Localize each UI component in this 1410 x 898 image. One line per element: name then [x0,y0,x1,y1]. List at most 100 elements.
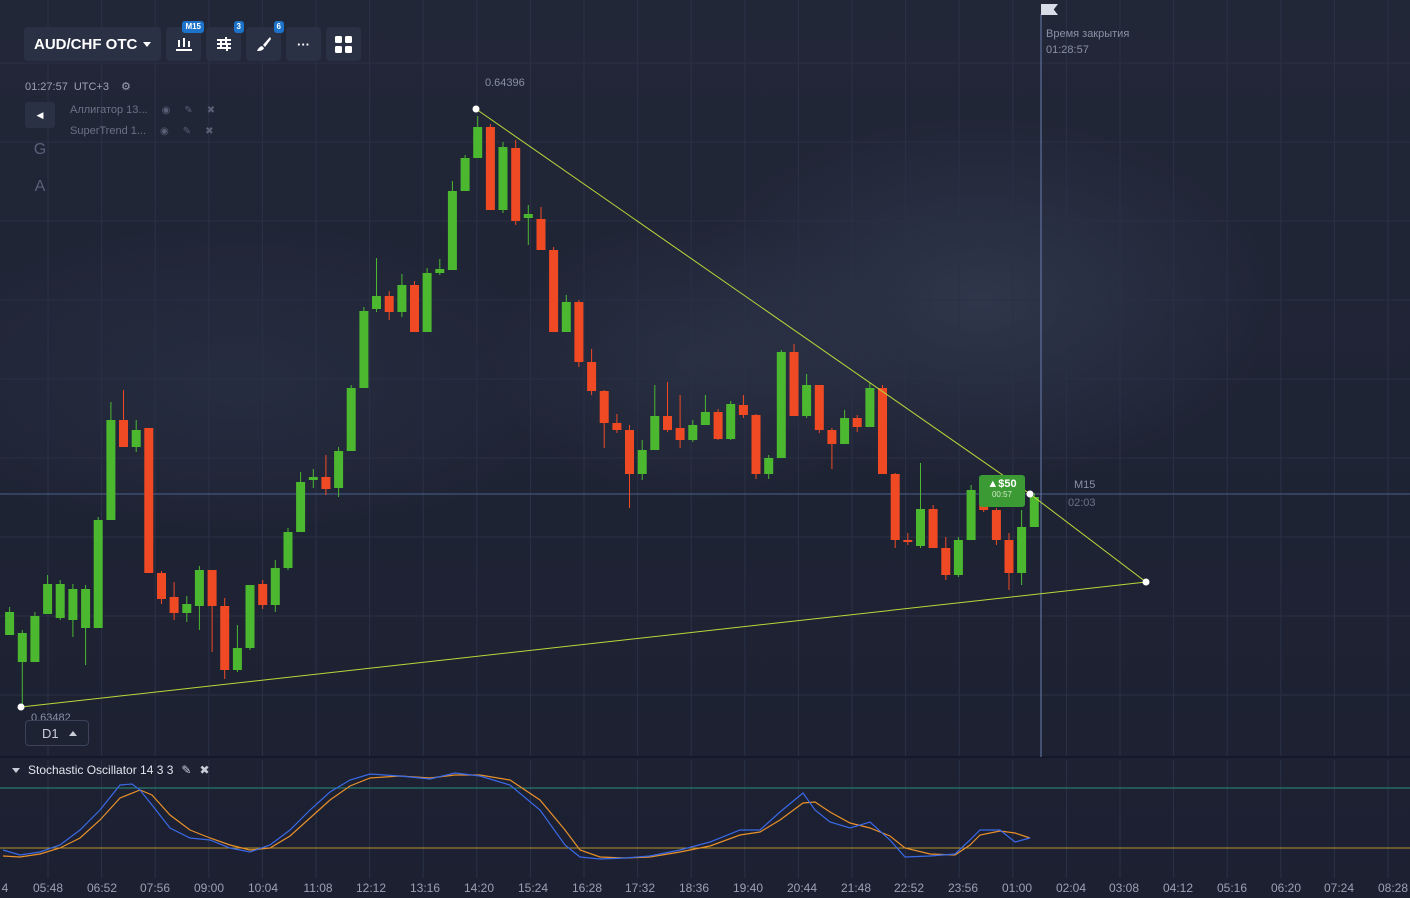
bull-candle [726,404,736,439]
more-dots-icon: ··· [297,36,310,52]
pencil-icon[interactable]: ✎ [181,763,192,777]
time-axis-label: 08:28 [1377,881,1409,895]
tool-a-button[interactable]: A [25,174,55,200]
tool-a-label: A [34,178,46,195]
time-axis-label: 06:20 [1270,881,1302,895]
time-axis-label: 04:12 [1162,881,1194,895]
bear-candle [663,416,672,430]
bear-candle [574,302,584,362]
trendline [20,581,1147,708]
bull-candle [245,585,255,648]
time-axis-label: 15:24 [517,881,549,895]
bull-candle [776,352,786,458]
indicators-button[interactable]: 3 [206,21,244,61]
bear-candle [536,219,546,250]
collapse-indicators-button[interactable]: ◀ [25,102,55,128]
drawing-tools-button[interactable]: 6 [246,21,284,61]
bear-candle [1004,540,1014,573]
bull-candle [916,509,925,546]
bear-candle [625,430,634,474]
bear-candle [258,584,268,605]
stochastic-header[interactable]: Stochastic Oscillator 14 3 3 ✎ ✖ [12,763,210,777]
time-axis-label: 03:08 [1108,881,1140,895]
bull-candle [966,490,976,540]
bull-candle [93,520,103,628]
server-clock: 01:27:57 UTC+3 ⚙ [25,80,131,94]
expiry-title: Время закрытия [1046,28,1130,40]
trendline [1029,493,1147,583]
time-axis-label: 11:08 [303,881,333,895]
bear-candle [852,418,862,427]
time-axis-label: 07:56 [139,881,171,895]
bull-candle [232,648,242,670]
tool-g-button[interactable]: G [25,137,55,163]
chart-type-button[interactable]: M15 [166,21,204,61]
more-options-button[interactable]: ··· [286,27,321,61]
eye-icon[interactable]: ◉ [160,125,169,137]
bear-candle [384,296,394,312]
bull-candle [55,584,65,618]
trade-amount: ▲$50 [987,478,1017,490]
bear-candle [549,250,559,332]
bull-candle [447,191,457,270]
bull-candle [397,285,407,312]
time-axis-label: 06:52 [86,881,118,895]
pencil-icon[interactable]: ✎ [182,125,192,137]
timeframe-button[interactable]: D1 [25,720,89,746]
bull-candle [346,388,356,451]
bull-candle [764,458,774,474]
indicator-item-supertrend[interactable]: SuperTrend 1... ◉ ✎ ✖ [70,125,214,137]
asset-selector-button[interactable]: AUD/CHF OTC [24,27,161,61]
open-trade-badge[interactable]: ▲$50 00:57 [979,475,1025,507]
bear-candle [928,509,938,548]
gear-icon[interactable]: ⚙ [120,81,131,93]
indicator-item-alligator[interactable]: Аллигатор 13... ◉ ✎ ✖ [70,104,215,116]
bull-candle [283,532,293,568]
expiry-flag-icon[interactable] [1041,4,1058,15]
trendline-handle [1142,578,1150,586]
bull-candle [372,296,381,309]
bull-candle [106,420,116,520]
close-icon[interactable]: ✖ [199,763,210,777]
clock-timezone: UTC+3 [73,80,109,93]
bear-candle [713,412,723,439]
close-icon[interactable]: ✖ [205,125,214,137]
bull-candle [43,584,53,614]
indicator-label: SuperTrend 1... [70,125,147,137]
layout-button[interactable] [326,27,361,61]
bull-candle [194,570,204,606]
trendline [475,108,1031,495]
bull-candle [700,412,710,425]
bear-candle [751,415,761,474]
bull-candle [30,616,40,662]
bear-candle [675,428,685,440]
chevron-down-icon[interactable] [12,767,20,773]
bear-candle [941,548,951,575]
close-icon[interactable]: ✖ [206,104,216,116]
grid-layout-icon [335,35,352,53]
time-axis-label: 01:00 [1001,881,1033,895]
bull-candle [523,214,533,218]
bear-candle [612,423,622,430]
bull-candle [802,385,812,416]
bear-candle [827,430,837,444]
chevron-left-icon: ◀ [36,109,44,120]
eye-icon[interactable]: ◉ [161,104,171,116]
sliders-icon [216,37,231,51]
bear-candle [220,606,230,670]
bull-candle [637,450,647,474]
pencil-icon[interactable]: ✎ [184,104,193,116]
time-axis-label: 22:52 [893,881,925,895]
chevron-up-icon [68,730,77,736]
bear-candle [207,570,217,606]
bull-candle [334,451,344,488]
drawings-count-badge: 6 [273,21,284,33]
bear-candle [903,540,913,542]
low-price-label: 0.63482 [31,712,71,720]
chevron-down-icon [143,41,152,47]
stochastic-k-line [2,772,1031,860]
bull-candle [460,158,470,191]
bear-candle [878,388,887,474]
